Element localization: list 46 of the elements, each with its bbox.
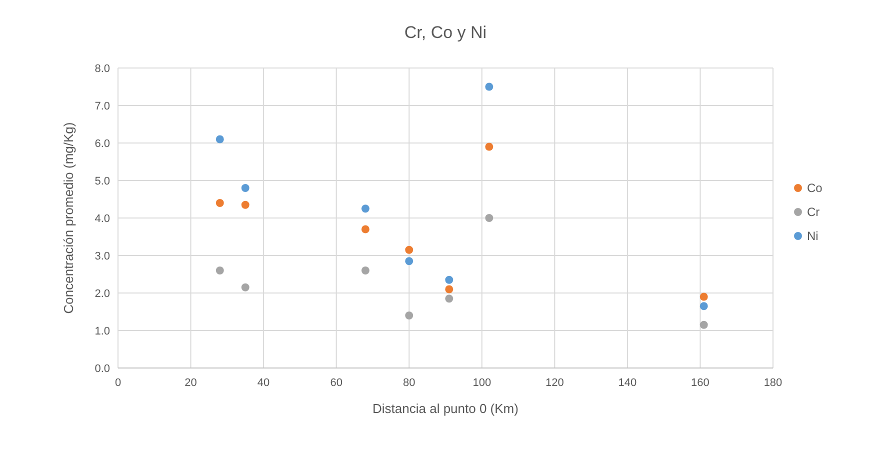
y-axis-title: Concentración promedio (mg/Kg) (61, 122, 76, 314)
x-tick-label: 180 (764, 377, 782, 389)
y-tick-label: 0.0 (94, 362, 110, 375)
point (405, 246, 414, 254)
x-tick-label: 100 (472, 377, 492, 389)
y-tick-label: 2.0 (94, 288, 110, 300)
y-tick-label: 4.0 (94, 212, 110, 225)
y-tick-label: 1.0 (94, 325, 110, 338)
point (445, 294, 454, 303)
x-tick-label: 60 (330, 377, 342, 389)
point (216, 266, 224, 274)
point (361, 266, 370, 274)
y-tick-label: 7.0 (94, 100, 110, 112)
point (445, 285, 454, 294)
legend-label: Ni (807, 229, 818, 244)
point (405, 312, 414, 320)
point (485, 142, 494, 151)
x-tick-label: 80 (402, 377, 416, 389)
point (241, 184, 250, 192)
x-tick-label: 40 (257, 377, 270, 389)
point (485, 214, 494, 222)
point (700, 292, 708, 301)
point (241, 200, 250, 209)
point (700, 302, 708, 310)
x-tick-label: 140 (618, 377, 637, 389)
point (361, 204, 370, 213)
point (241, 283, 250, 292)
point (216, 199, 224, 207)
point (361, 225, 370, 234)
point (700, 320, 708, 329)
y-tick-label: 8.0 (94, 62, 110, 75)
point (405, 257, 414, 266)
legend-label: Co (807, 181, 823, 196)
x-tick-label: 0 (114, 377, 122, 389)
y-tick-label: 5.0 (94, 175, 110, 188)
y-tick-label: 3.0 (94, 250, 110, 262)
x-axis-title: Distancia al punto 0 (Km) (372, 401, 518, 416)
x-tick-label: 20 (184, 377, 197, 389)
legend-label: Cr (807, 205, 820, 220)
point (216, 135, 224, 144)
chart-title: Cr, Co y Ni (404, 23, 487, 42)
point (485, 82, 494, 91)
x-tick-label: 120 (545, 377, 564, 389)
y-tick-label: 6.0 (94, 138, 110, 150)
point (445, 276, 454, 284)
x-tick-label: 160 (691, 377, 710, 389)
